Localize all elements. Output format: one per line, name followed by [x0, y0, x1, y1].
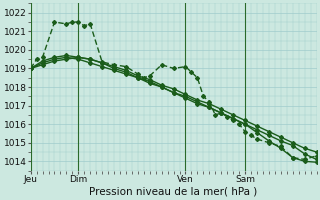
- X-axis label: Pression niveau de la mer( hPa ): Pression niveau de la mer( hPa ): [90, 187, 258, 197]
